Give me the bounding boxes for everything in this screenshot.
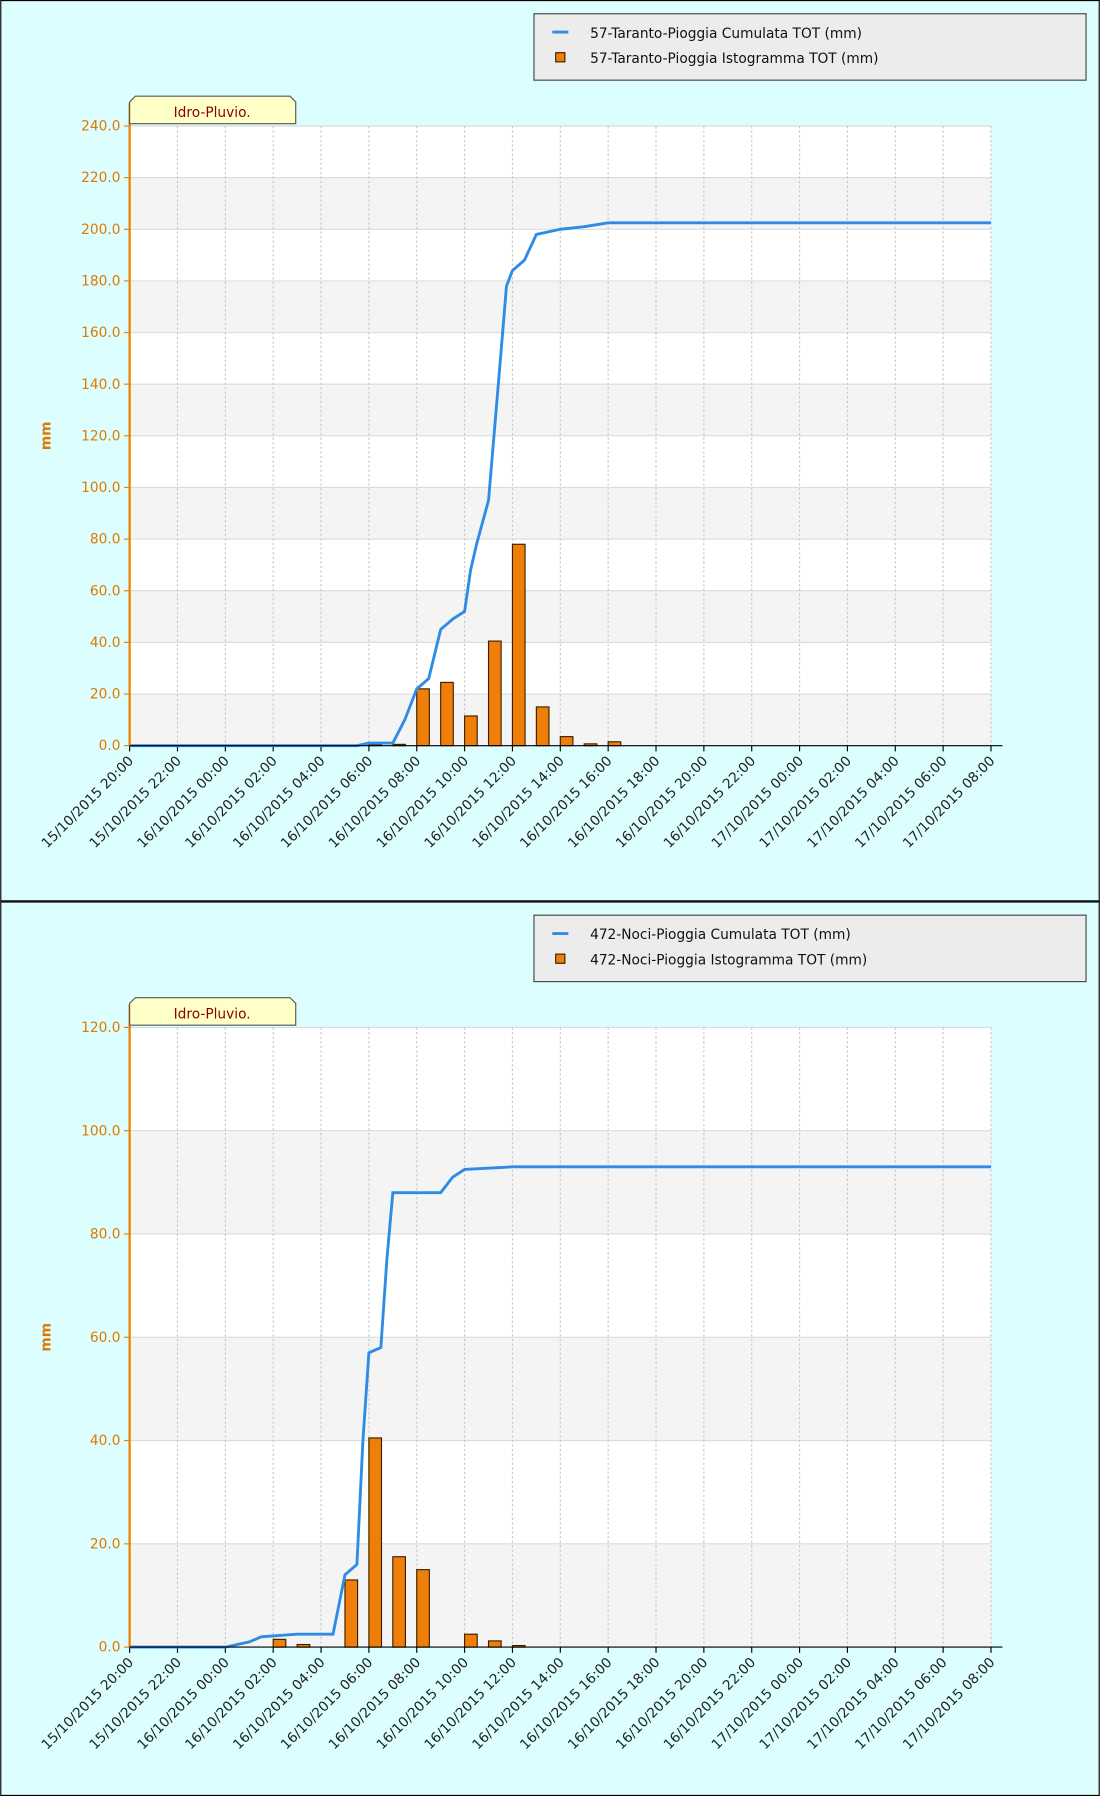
y-tick-label: 200.0 (81, 222, 120, 238)
legend-label: 472-Noci-Pioggia Cumulata TOT (mm) (590, 927, 851, 943)
bar (464, 1633, 478, 1648)
y-tick-label: 140.0 (81, 377, 120, 393)
legend-box (533, 13, 1087, 81)
badge: Idro-Pluvio. (174, 105, 251, 121)
bar (487, 1640, 502, 1648)
bar (487, 640, 502, 747)
y-axis-label: mm (39, 422, 55, 451)
y-tick-label: 60.0 (90, 583, 121, 599)
y-tick-label: 80.0 (90, 1227, 121, 1243)
y-tick-label: 120.0 (81, 428, 120, 444)
legend-label: 472-Noci-Pioggia Istogramma TOT (mm) (590, 952, 867, 968)
bar (535, 706, 550, 747)
y-tick-label: 220.0 (81, 170, 120, 186)
badge-box (129, 997, 297, 1026)
grid-band (129, 1130, 991, 1234)
y-tick-label: 160.0 (81, 325, 120, 341)
badge-box (129, 95, 297, 125)
bar (559, 736, 574, 747)
legend-label: 57-Taranto-Pioggia Istogramma TOT (mm) (590, 51, 878, 67)
bar (416, 688, 430, 747)
line (129, 1165, 991, 1649)
y-tick-label: 80.0 (90, 532, 121, 548)
y-tick-label: 20.0 (90, 1536, 121, 1552)
bar (272, 1638, 287, 1648)
bar (511, 543, 526, 747)
y-tick-label: 0.0 (99, 738, 121, 754)
y-tick-label: 120.0 (81, 1020, 120, 1036)
badge: Idro-Pluvio. (174, 1006, 251, 1022)
y-tick-label: 100.0 (81, 1123, 120, 1139)
legend-swatch (555, 953, 566, 964)
bar (440, 681, 454, 747)
bar (464, 715, 478, 747)
y-tick-label: 100.0 (81, 480, 120, 496)
y-tick-label: 40.0 (90, 1433, 121, 1449)
y-axis-label: mm (39, 1323, 55, 1352)
legend-label: 57-Taranto-Pioggia Cumulata TOT (mm) (590, 26, 862, 42)
bar (416, 1569, 430, 1648)
y-tick-label: 40.0 (90, 635, 121, 651)
y-tick-label: 240.0 (81, 119, 120, 135)
line (129, 221, 991, 748)
y-tick-label: 20.0 (90, 687, 121, 703)
y-tick-label: 0.0 (99, 1640, 121, 1656)
y-tick-label: 60.0 (90, 1330, 121, 1346)
bar (392, 1556, 406, 1648)
bar (344, 1579, 359, 1648)
bar (607, 741, 622, 747)
legend-swatch (555, 52, 566, 63)
bar (368, 1437, 383, 1648)
legend-box (533, 914, 1087, 983)
y-tick-label: 180.0 (81, 273, 120, 289)
